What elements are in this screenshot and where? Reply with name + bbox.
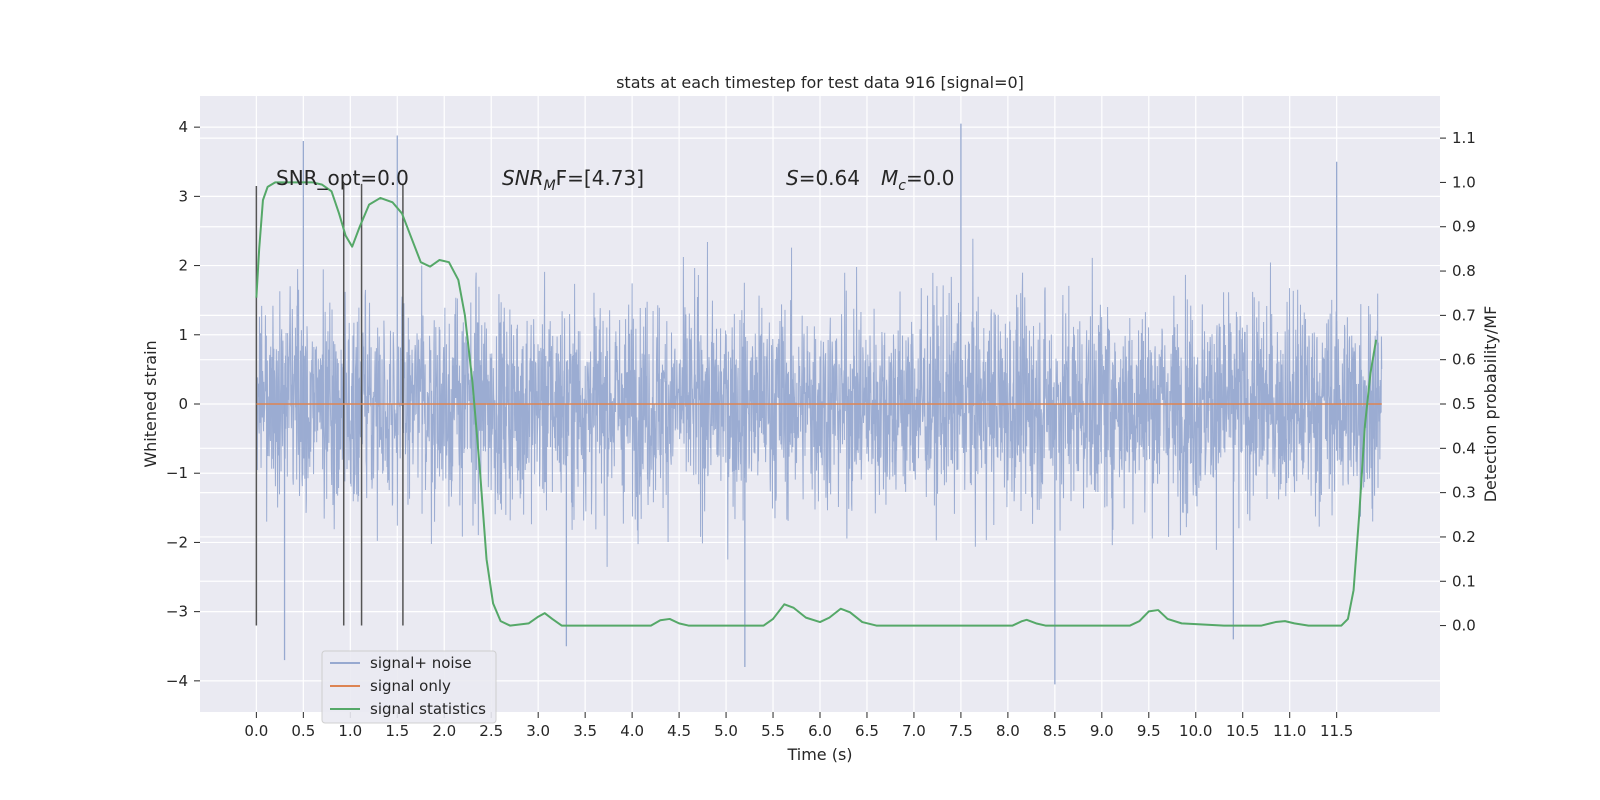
y2-tick-label: 0.2 xyxy=(1452,528,1476,546)
legend-label-signal-only: signal only xyxy=(370,677,451,695)
x-tick-label: 4.5 xyxy=(667,722,691,740)
x-tick-label: 8.0 xyxy=(996,722,1020,740)
annotation-snr-mf-sub: M xyxy=(544,178,556,194)
x-tick-label: 7.5 xyxy=(949,722,973,740)
legend: signal+ noise signal only signal statist… xyxy=(321,650,497,724)
y-axis-ticks: 4 3 2 1 0 −1 −2 −3 −4 xyxy=(166,118,200,690)
x-tick-label: 3.0 xyxy=(526,722,550,740)
y2-tick-label: 0.9 xyxy=(1452,218,1476,236)
x-tick-label: 8.5 xyxy=(1043,722,1067,740)
annotation-mc-base: M xyxy=(881,166,898,190)
y-tick-label: −3 xyxy=(166,603,188,621)
y-tick-label: −1 xyxy=(166,464,188,482)
y2-axis-label: Detection probability/MF xyxy=(1481,306,1500,503)
x-axis-ticks: 0.0 0.5 1.0 1.5 2.0 2.5 3.0 3.5 4.0 4.5 5.0 5.5 6.0 6… xyxy=(244,712,1353,740)
annotation-snr-mf-base: SNR xyxy=(502,166,544,190)
y2-tick-label: 0.7 xyxy=(1452,306,1476,324)
legend-label-signal-noise: signal+ noise xyxy=(370,654,472,672)
y-axis-label: Whitened strain xyxy=(141,340,160,467)
legend-label-signal-statistics: signal statistics xyxy=(370,700,486,718)
y-tick-label: −4 xyxy=(166,672,188,690)
legend-box xyxy=(321,650,497,724)
x-tick-label: 6.5 xyxy=(855,722,879,740)
x-tick-label: 2.5 xyxy=(479,722,503,740)
x-axis-label: Time (s) xyxy=(786,745,852,764)
x-tick-label: 0.5 xyxy=(291,722,315,740)
x-tick-label: 1.5 xyxy=(385,722,409,740)
x-tick-label: 2.0 xyxy=(432,722,456,740)
x-tick-label: 0.0 xyxy=(244,722,268,740)
series-signal-noise xyxy=(255,123,1383,685)
x-tick-label: 11.5 xyxy=(1320,722,1353,740)
noise-trace xyxy=(255,238,1383,567)
y2-tick-label: 1.0 xyxy=(1452,173,1476,191)
annotation-mc-sub: c xyxy=(898,178,906,194)
annotation-s: S=0.64 xyxy=(786,166,860,190)
y2-axis-ticks: 1.1 1.0 0.9 0.8 0.7 0.6 0.5 0.4 0.3 0.2 0.1 0.0 xyxy=(1440,129,1476,635)
annotation-snr-opt: SNR_opt=0.0 xyxy=(276,166,409,190)
x-tick-label: 10.5 xyxy=(1226,722,1259,740)
y2-tick-label: 0.4 xyxy=(1452,439,1476,457)
x-tick-label: 3.5 xyxy=(573,722,597,740)
x-tick-label: 7.0 xyxy=(902,722,926,740)
x-tick-label: 9.0 xyxy=(1090,722,1114,740)
annotation-mc-value: =0.0 xyxy=(906,166,955,190)
y2-tick-label: 0.6 xyxy=(1452,351,1476,369)
y2-tick-label: 1.1 xyxy=(1452,129,1476,147)
y-tick-label: 0 xyxy=(178,395,188,413)
x-tick-label: 11.0 xyxy=(1273,722,1306,740)
x-tick-label: 9.5 xyxy=(1137,722,1161,740)
y2-tick-label: 0.5 xyxy=(1452,395,1476,413)
y-tick-label: 2 xyxy=(178,257,188,275)
x-tick-label: 10.0 xyxy=(1179,722,1212,740)
y2-tick-label: 0.0 xyxy=(1452,617,1476,635)
x-tick-label: 1.0 xyxy=(338,722,362,740)
statistics-line xyxy=(255,181,1378,627)
y2-tick-label: 0.8 xyxy=(1452,262,1476,280)
annotation-mc: Mc=0.0 xyxy=(881,166,955,194)
x-tick-label: 6.0 xyxy=(808,722,832,740)
y2-tick-label: 0.3 xyxy=(1452,484,1476,502)
x-tick-label: 5.5 xyxy=(761,722,785,740)
x-tick-label: 4.0 xyxy=(620,722,644,740)
series-signal-statistics xyxy=(255,181,1378,627)
annotation-snr-mf-rest: F=[4.73] xyxy=(556,166,644,190)
annotation-s-label: S xyxy=(786,166,799,190)
y-tick-label: 1 xyxy=(178,326,188,344)
y2-tick-label: 0.1 xyxy=(1452,572,1476,590)
y-tick-label: 3 xyxy=(178,187,188,205)
chart-title: stats at each timestep for test data 916… xyxy=(616,73,1024,92)
y-tick-label: −2 xyxy=(166,533,188,551)
y-tick-label: 4 xyxy=(178,118,188,136)
annotation-s-value: =0.64 xyxy=(799,166,860,190)
x-tick-label: 5.0 xyxy=(714,722,738,740)
annotation-snr-mf: SNRMF=[4.73] xyxy=(502,166,644,194)
